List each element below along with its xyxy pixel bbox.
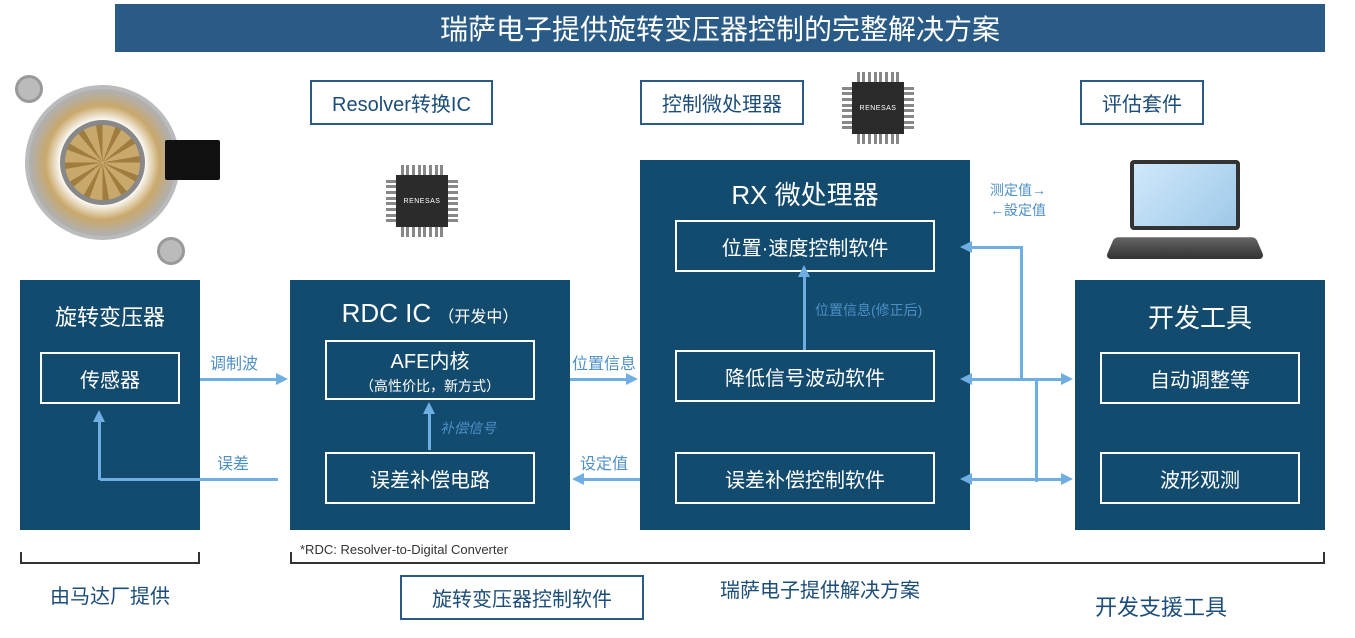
- block-resolver: 旋转变压器 传感器: [20, 280, 200, 530]
- bracket-motor-label: 由马达厂提供: [50, 580, 170, 609]
- box-sensor: 传感器: [40, 352, 180, 404]
- block-rdc-subtitle: （开发中）: [438, 309, 518, 326]
- block-resolver-title: 旋转变压器: [20, 280, 200, 332]
- laptop-icon: [1110, 160, 1260, 260]
- header-eval-kit: 评估套件: [1080, 80, 1204, 125]
- box-err-comp-ctrl: 误差补偿控制软件: [675, 452, 935, 504]
- block-devtool: 开发工具 自动调整等 波形观测: [1075, 280, 1325, 530]
- chip-label: RENESAS: [396, 175, 448, 227]
- resolver-sensor-icon: [20, 80, 200, 260]
- label-posinfo-corrected: 位置信息(修正后): [815, 300, 922, 320]
- arrow-rx-devtool: [970, 378, 1063, 381]
- label-dev-support: 开发支援工具: [1095, 590, 1227, 622]
- arrow-compsignal: [428, 412, 431, 450]
- chip-icon: RENESAS: [386, 165, 458, 237]
- arrow-setting: [582, 478, 640, 481]
- chip-label: RENESAS: [852, 82, 904, 134]
- box-afe-sub: （高性价比，新方式）: [360, 376, 500, 396]
- label-modwave: 调制波: [210, 350, 258, 374]
- block-devtool-title: 开发工具: [1075, 280, 1325, 335]
- label-measured: 测定值→: [990, 180, 1046, 200]
- box-noise-reduce: 降低信号波动软件: [675, 350, 935, 402]
- box-auto-tune: 自动调整等: [1100, 352, 1300, 404]
- block-rdc-title: RDC IC: [342, 298, 432, 328]
- label-compsignal: 补偿信号: [440, 418, 496, 438]
- bracket-renesas-label: 瑞萨电子提供解决方案: [720, 574, 920, 603]
- block-rx-title: RX 微处理器: [640, 160, 970, 212]
- label-setval: ←設定值: [990, 200, 1046, 220]
- box-waveform: 波形观测: [1100, 452, 1300, 504]
- arrow-errctrl-wave: [970, 478, 1063, 481]
- footnote-rdc: *RDC: Resolver-to-Digital Converter: [300, 542, 508, 557]
- chip-icon: RENESAS: [842, 72, 914, 144]
- box-err-comp: 误差补偿电路: [325, 452, 535, 504]
- arrow-errctrl-wave-v: [1035, 378, 1038, 482]
- arrow-pos-dev-h: [970, 246, 1023, 249]
- bracket-motor: [20, 562, 200, 564]
- header-resolver-ic: Resolver转换IC: [310, 80, 493, 125]
- arrow-posinfo: [570, 378, 628, 381]
- label-posinfo: 位置信息: [572, 350, 636, 374]
- arrow-error-h: [100, 478, 278, 481]
- arrow-pos-dev-v: [1020, 246, 1023, 380]
- arrow-posinfo-corrected: [803, 275, 806, 350]
- label-setting: 设定值: [580, 450, 628, 474]
- label-sw: 旋转变压器控制软件: [400, 575, 644, 620]
- arrow-modwave: [200, 378, 278, 381]
- box-afe: AFE内核 （高性价比，新方式）: [325, 340, 535, 400]
- header-mcu: 控制微处理器: [640, 80, 804, 125]
- arrow-error-v: [98, 420, 101, 480]
- bracket-renesas: [290, 562, 1325, 564]
- label-error: 误差: [217, 450, 249, 474]
- page-title: 瑞萨电子提供旋转变压器控制的完整解决方案: [115, 4, 1325, 52]
- box-afe-main: AFE内核: [391, 345, 470, 374]
